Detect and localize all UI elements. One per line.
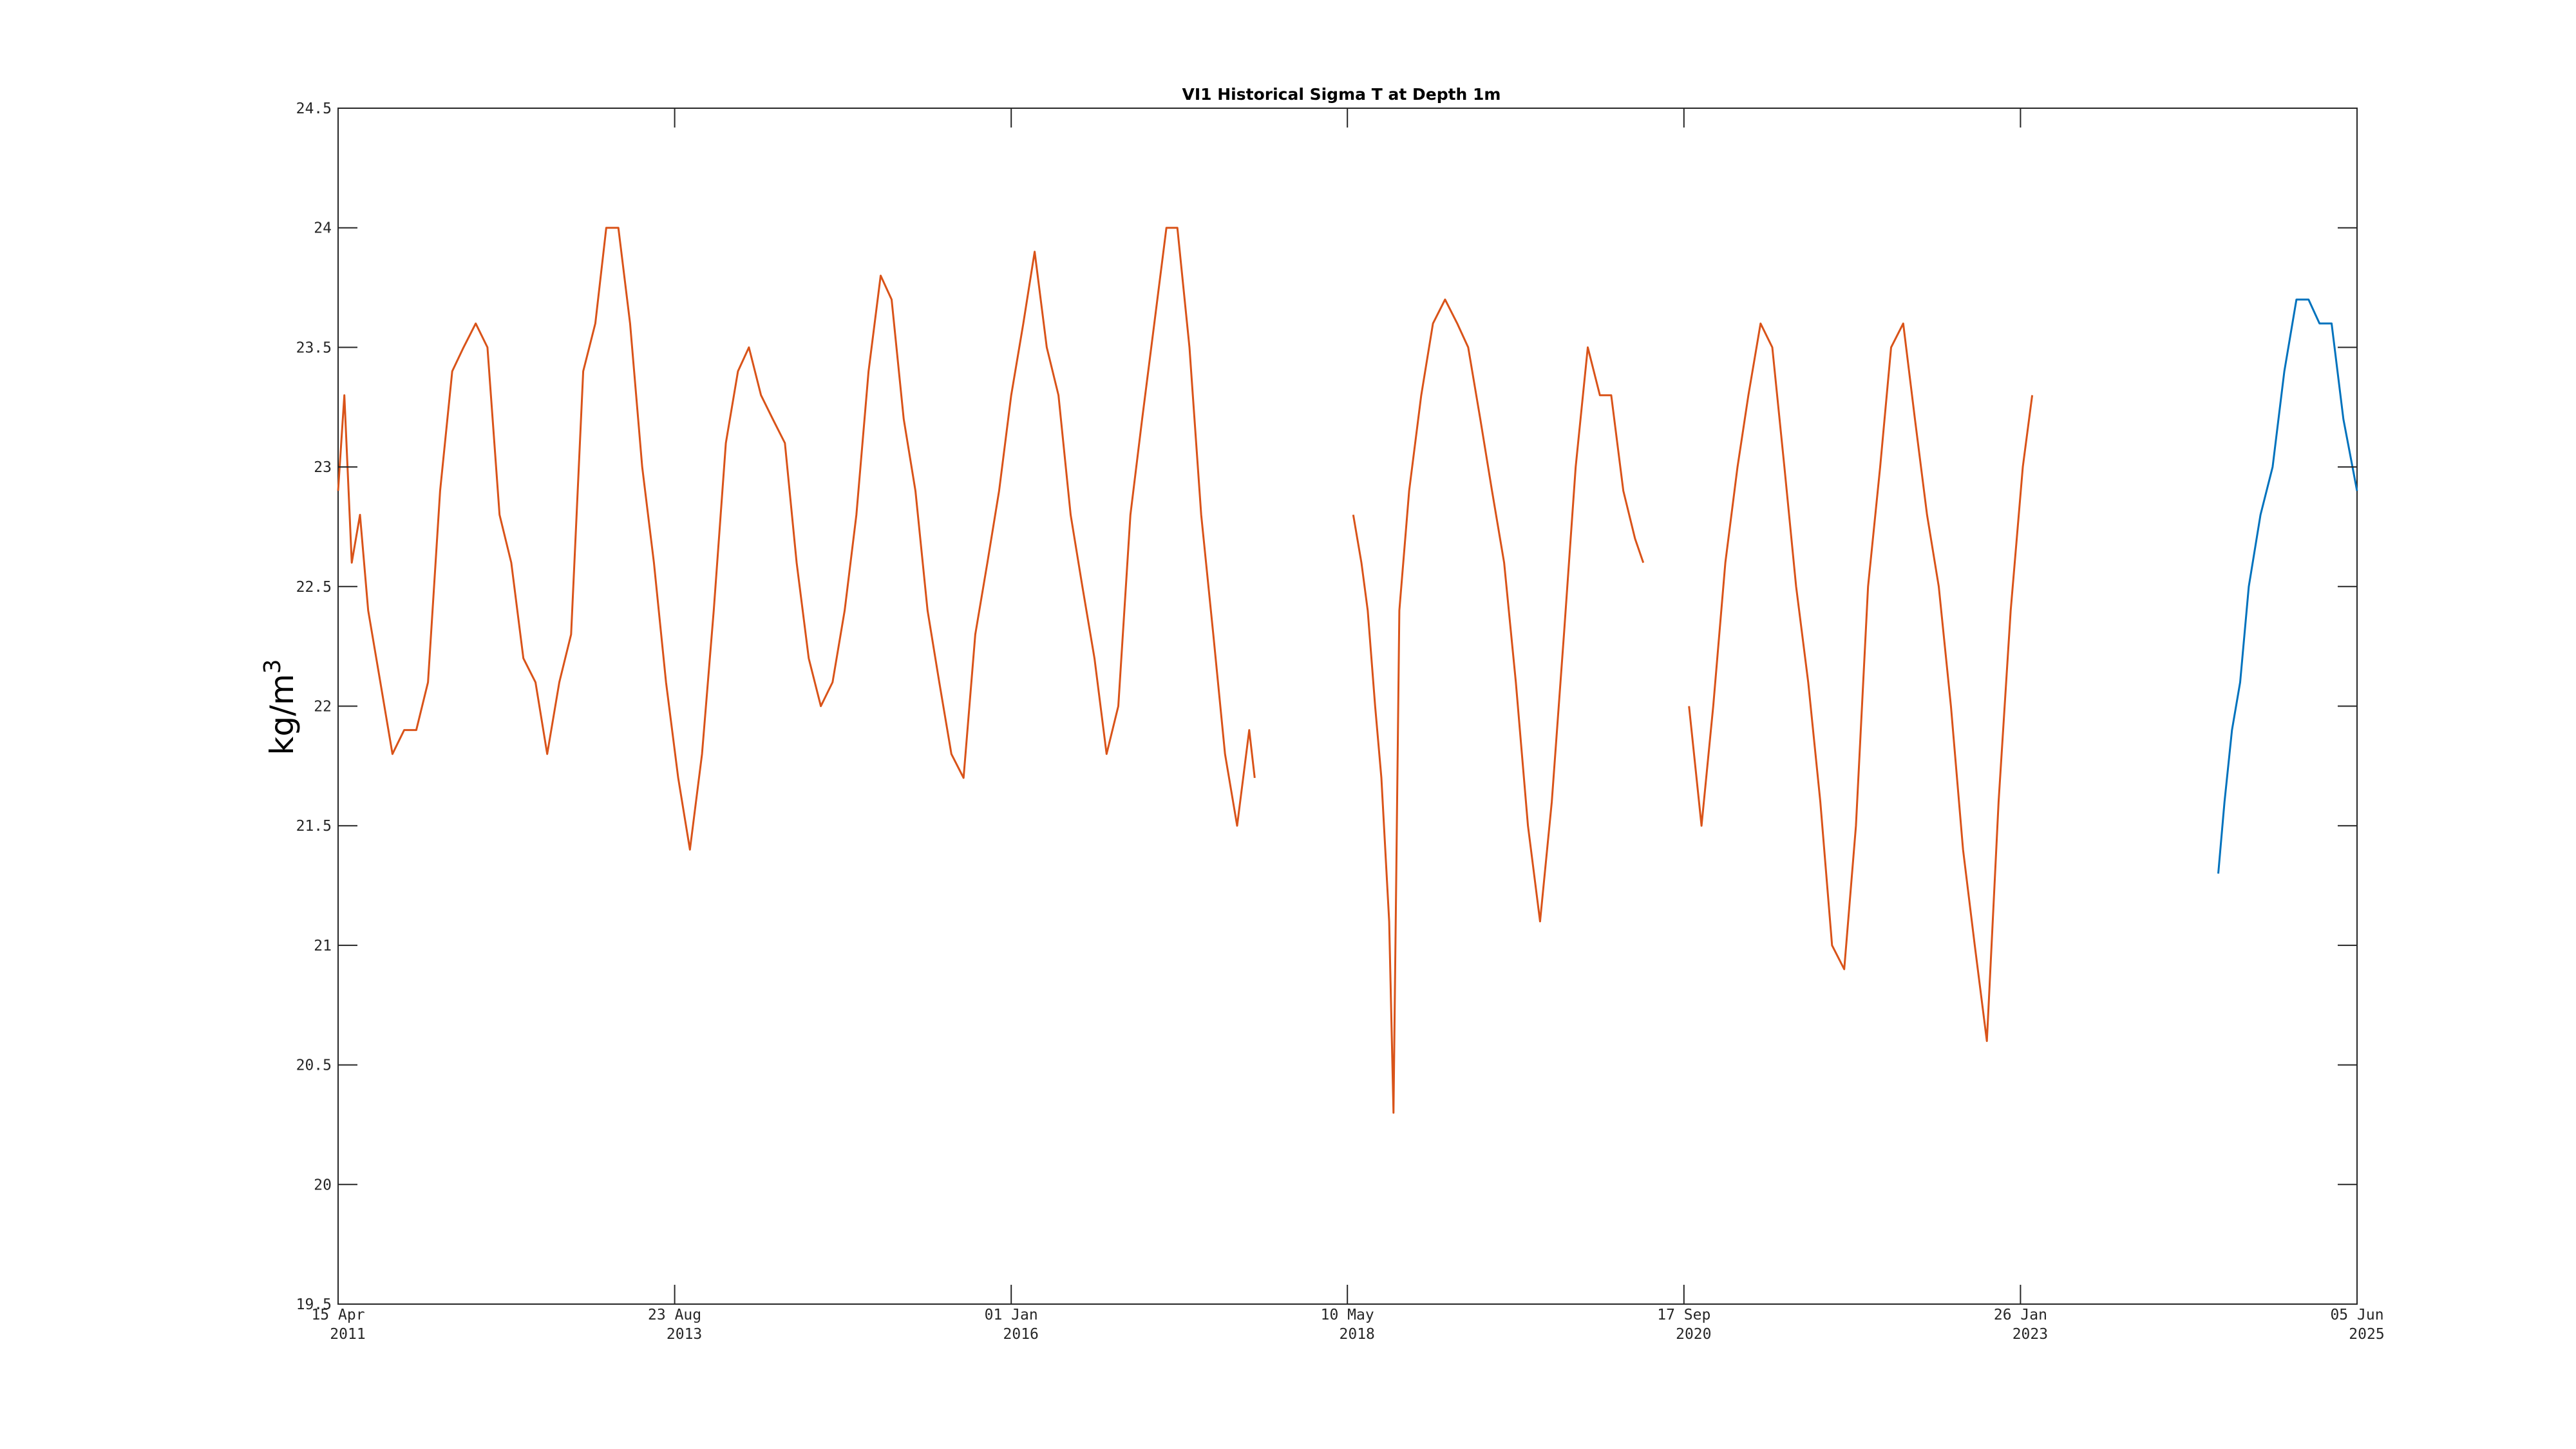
series-line-0 bbox=[1352, 298, 1645, 1114]
y-tick-label: 21.5 bbox=[296, 818, 332, 835]
plot-area: 19.5 20 20.5 21 21.5 22 22.5 23 23.5 24 24.5 15 Ap… bbox=[296, 100, 2385, 1343]
series-line-0 bbox=[337, 227, 1256, 851]
y-axis-label-superscript: 3 bbox=[260, 659, 286, 674]
series-line-1 bbox=[2217, 298, 2358, 874]
y-axis-label: kg/m3 bbox=[260, 659, 301, 755]
y-axis-ticks: 19.5 20 20.5 21 21.5 22 22.5 23 23.5 24 24.5 bbox=[296, 100, 2357, 1313]
chart-title: VI1 Historical Sigma T at Depth 1m bbox=[1182, 85, 1501, 104]
y-tick-label: 19.5 bbox=[296, 1296, 332, 1313]
y-tick-label: 22.5 bbox=[296, 579, 332, 596]
y-tick-label: 24.5 bbox=[296, 100, 332, 117]
x-tick-label-year: 2023 bbox=[2012, 1326, 2048, 1343]
y-tick-label: 22 bbox=[314, 699, 332, 715]
y-tick-label: 21 bbox=[314, 938, 332, 954]
x-tick-label-date: 05 Jun bbox=[2330, 1307, 2383, 1323]
x-tick-label-date: 23 Aug bbox=[648, 1307, 701, 1323]
x-tick-label-year: 2013 bbox=[667, 1326, 702, 1343]
y-tick-label: 23.5 bbox=[296, 339, 332, 356]
x-tick-label-year: 2011 bbox=[330, 1326, 365, 1343]
y-tick-label: 23 bbox=[314, 459, 332, 476]
y-tick-label: 20.5 bbox=[296, 1057, 332, 1074]
x-tick-label-year: 2025 bbox=[2349, 1326, 2384, 1343]
x-tick-label-year: 2020 bbox=[1676, 1326, 1711, 1343]
y-tick-label: 20 bbox=[314, 1177, 332, 1193]
y-axis-label-base: kg/m bbox=[263, 674, 301, 755]
x-tick-label-date: 15 Apr bbox=[311, 1307, 365, 1323]
x-tick-label-year: 2016 bbox=[1003, 1326, 1039, 1343]
axes-box bbox=[337, 108, 2358, 1305]
series-line-0 bbox=[1688, 322, 2034, 1042]
x-tick-label-date: 01 Jan bbox=[985, 1307, 1038, 1323]
x-axis-ticks: 15 Apr 2011 23 Aug 2013 01 Jan 2016 10 May 2018… bbox=[311, 108, 2385, 1343]
x-tick-label-year: 2018 bbox=[1340, 1326, 1375, 1343]
series-layer bbox=[337, 227, 2358, 1114]
x-tick-label-date: 10 May bbox=[1321, 1307, 1374, 1323]
x-tick-label-date: 26 Jan bbox=[1994, 1307, 2047, 1323]
x-tick-label-date: 17 Sep bbox=[1657, 1307, 1710, 1323]
y-tick-label: 24 bbox=[314, 220, 332, 237]
